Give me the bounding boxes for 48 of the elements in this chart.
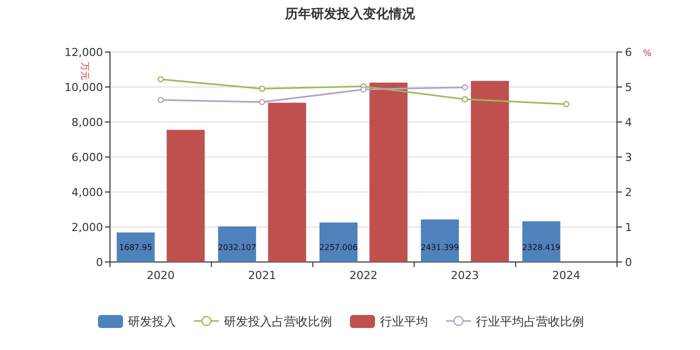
x-tick-label: 2024 [552,269,580,282]
y-axis-title: 万元 [79,62,90,80]
x-tick-label: 2022 [350,269,378,282]
y2-tick-label: 1 [625,221,632,234]
data-label: 2431.399 [420,243,459,252]
bar [420,219,459,262]
y-tick-label: 2,000 [72,221,103,234]
bar [370,82,408,262]
point [462,84,468,90]
y-tick-label: 8,000 [72,116,103,129]
y2-tick-label: 6 [625,46,632,59]
point [158,96,164,104]
legend-label: 研发投入 [128,314,176,328]
point [360,86,367,93]
y-tick-label: 6,000 [72,151,103,164]
y2-axis-title: % [643,49,652,59]
legend-label: 行业平均 [380,314,428,328]
y-tick-label: 4,000 [72,186,103,199]
data-label: 2032.107 [218,243,256,252]
y2-tick-label: 0 [625,256,632,269]
data-label: 2257.006 [319,243,358,252]
bar [522,221,560,262]
bar [320,222,358,262]
x-tick-label: 2021 [248,269,276,282]
point [158,76,164,82]
data-label: 2328.419 [522,243,560,252]
point [259,98,266,106]
bar [268,102,306,262]
bar [166,130,205,262]
legend-label: 研发投入占营收比例 [224,314,332,328]
legend-label: 行业平均占营收比例 [476,314,584,328]
y-tick-label: 0 [96,256,103,269]
point [259,86,266,92]
y2-tick-label: 2 [625,186,632,199]
y-tick-label: 10,000 [64,81,103,94]
data-label: 1687.95 [119,243,152,252]
chart-title: 历年研发投入变化情况 [284,6,416,22]
x-tick-label: 2023 [450,269,479,282]
y-tick-label: 12,000 [64,46,103,59]
point [462,96,468,102]
point [563,101,570,108]
bar [116,232,155,262]
x-tick-label: 2020 [146,269,175,282]
bar [470,80,509,262]
y2-tick-label: 5 [625,81,632,94]
y2-tick-label: 3 [625,151,632,164]
y2-tick-label: 4 [625,116,632,129]
bar [218,226,256,262]
